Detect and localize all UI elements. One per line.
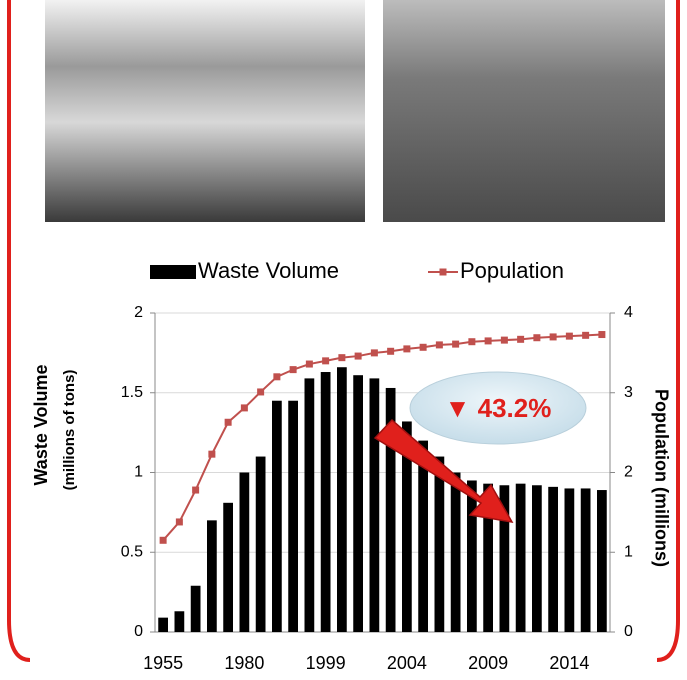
population-marker — [549, 333, 557, 341]
bar — [255, 456, 266, 632]
y-tick-label: 0 — [134, 623, 143, 640]
population-marker — [403, 345, 411, 353]
bar — [353, 375, 363, 632]
population-marker — [240, 404, 248, 412]
annotation: ▼ 43.2% — [445, 393, 552, 423]
chart: 0 0.5 1 1.5 2 0 1 2 3 4 1955 1980 1999 2004 2009 2014 Wa… — [31, 258, 672, 673]
y-axis-subtitle: (millions of tons) — [61, 370, 78, 491]
population-marker — [517, 335, 525, 343]
population-marker — [484, 337, 492, 345]
population-marker — [387, 347, 395, 355]
bar — [207, 520, 217, 632]
population-marker — [338, 354, 346, 362]
population-marker — [305, 360, 313, 368]
y2-tick-label: 1 — [624, 543, 633, 560]
y-tick-label: 2 — [134, 304, 143, 321]
population-marker — [159, 536, 167, 544]
population-marker — [468, 338, 476, 346]
y2-axis-title: Population (millions) — [651, 389, 671, 567]
population-marker — [419, 343, 427, 351]
population-marker — [565, 332, 573, 340]
bar — [450, 472, 461, 632]
x-tick-label: 2009 — [468, 653, 508, 673]
bar — [532, 485, 542, 632]
bar — [483, 483, 493, 632]
y2-tick-label: 3 — [624, 384, 633, 401]
y2-tick-label: 0 — [624, 623, 633, 640]
legend-label: Population — [460, 258, 564, 283]
population-marker — [192, 486, 200, 494]
population-marker — [224, 418, 232, 426]
y2-tick-label: 2 — [624, 464, 633, 481]
population-marker — [322, 357, 330, 365]
annotation-bubble — [409, 371, 587, 445]
population-marker — [208, 450, 216, 458]
bar — [288, 400, 298, 632]
y-tick-label: 0.5 — [121, 543, 143, 560]
bar — [304, 378, 315, 632]
y2-tick-label: 4 — [624, 304, 633, 321]
decline-arrow — [373, 418, 514, 523]
bar — [499, 485, 510, 632]
population-line — [162, 333, 602, 541]
bar — [337, 367, 347, 632]
bar — [174, 611, 185, 632]
y-tick-label: 1.5 — [121, 384, 143, 401]
population-marker — [370, 349, 378, 357]
legend-marker — [439, 268, 447, 276]
legend-swatch — [150, 265, 196, 279]
population-marker — [598, 331, 606, 339]
x-tick-label: 2004 — [387, 653, 427, 673]
frame — [7, 0, 680, 662]
bar — [385, 387, 396, 632]
bar — [580, 488, 591, 632]
bar — [434, 456, 445, 632]
x-tick-label: 1999 — [306, 653, 346, 673]
y-axis-title: Waste Volume — [31, 364, 51, 485]
population-marker — [354, 352, 362, 360]
bar — [515, 483, 526, 632]
bar — [223, 502, 233, 632]
bar — [272, 400, 282, 632]
population-marker — [257, 388, 265, 396]
population-marker — [435, 341, 443, 349]
bar — [369, 378, 380, 632]
population-marker — [289, 366, 297, 374]
bar — [597, 490, 607, 632]
bar — [320, 372, 331, 632]
bar — [190, 585, 201, 632]
y-tick-label: 1 — [134, 464, 143, 481]
population-marker — [273, 373, 281, 381]
bar — [548, 486, 558, 632]
population-marker — [533, 334, 541, 342]
photo-right — [383, 0, 665, 222]
population-marker — [582, 331, 590, 339]
population-marker — [175, 518, 183, 526]
population-marker — [452, 340, 460, 348]
bar — [418, 440, 428, 632]
population-marker — [500, 336, 508, 344]
legend-label: Waste Volume — [198, 258, 339, 283]
bar — [564, 488, 575, 632]
x-tick-label: 2014 — [549, 653, 589, 673]
x-tick-label: 1980 — [224, 653, 264, 673]
bar — [402, 421, 412, 632]
x-tick-label: 1955 — [143, 653, 183, 673]
bar — [158, 617, 168, 632]
bar — [467, 480, 477, 632]
bar — [239, 472, 250, 632]
photo-left — [45, 0, 365, 222]
